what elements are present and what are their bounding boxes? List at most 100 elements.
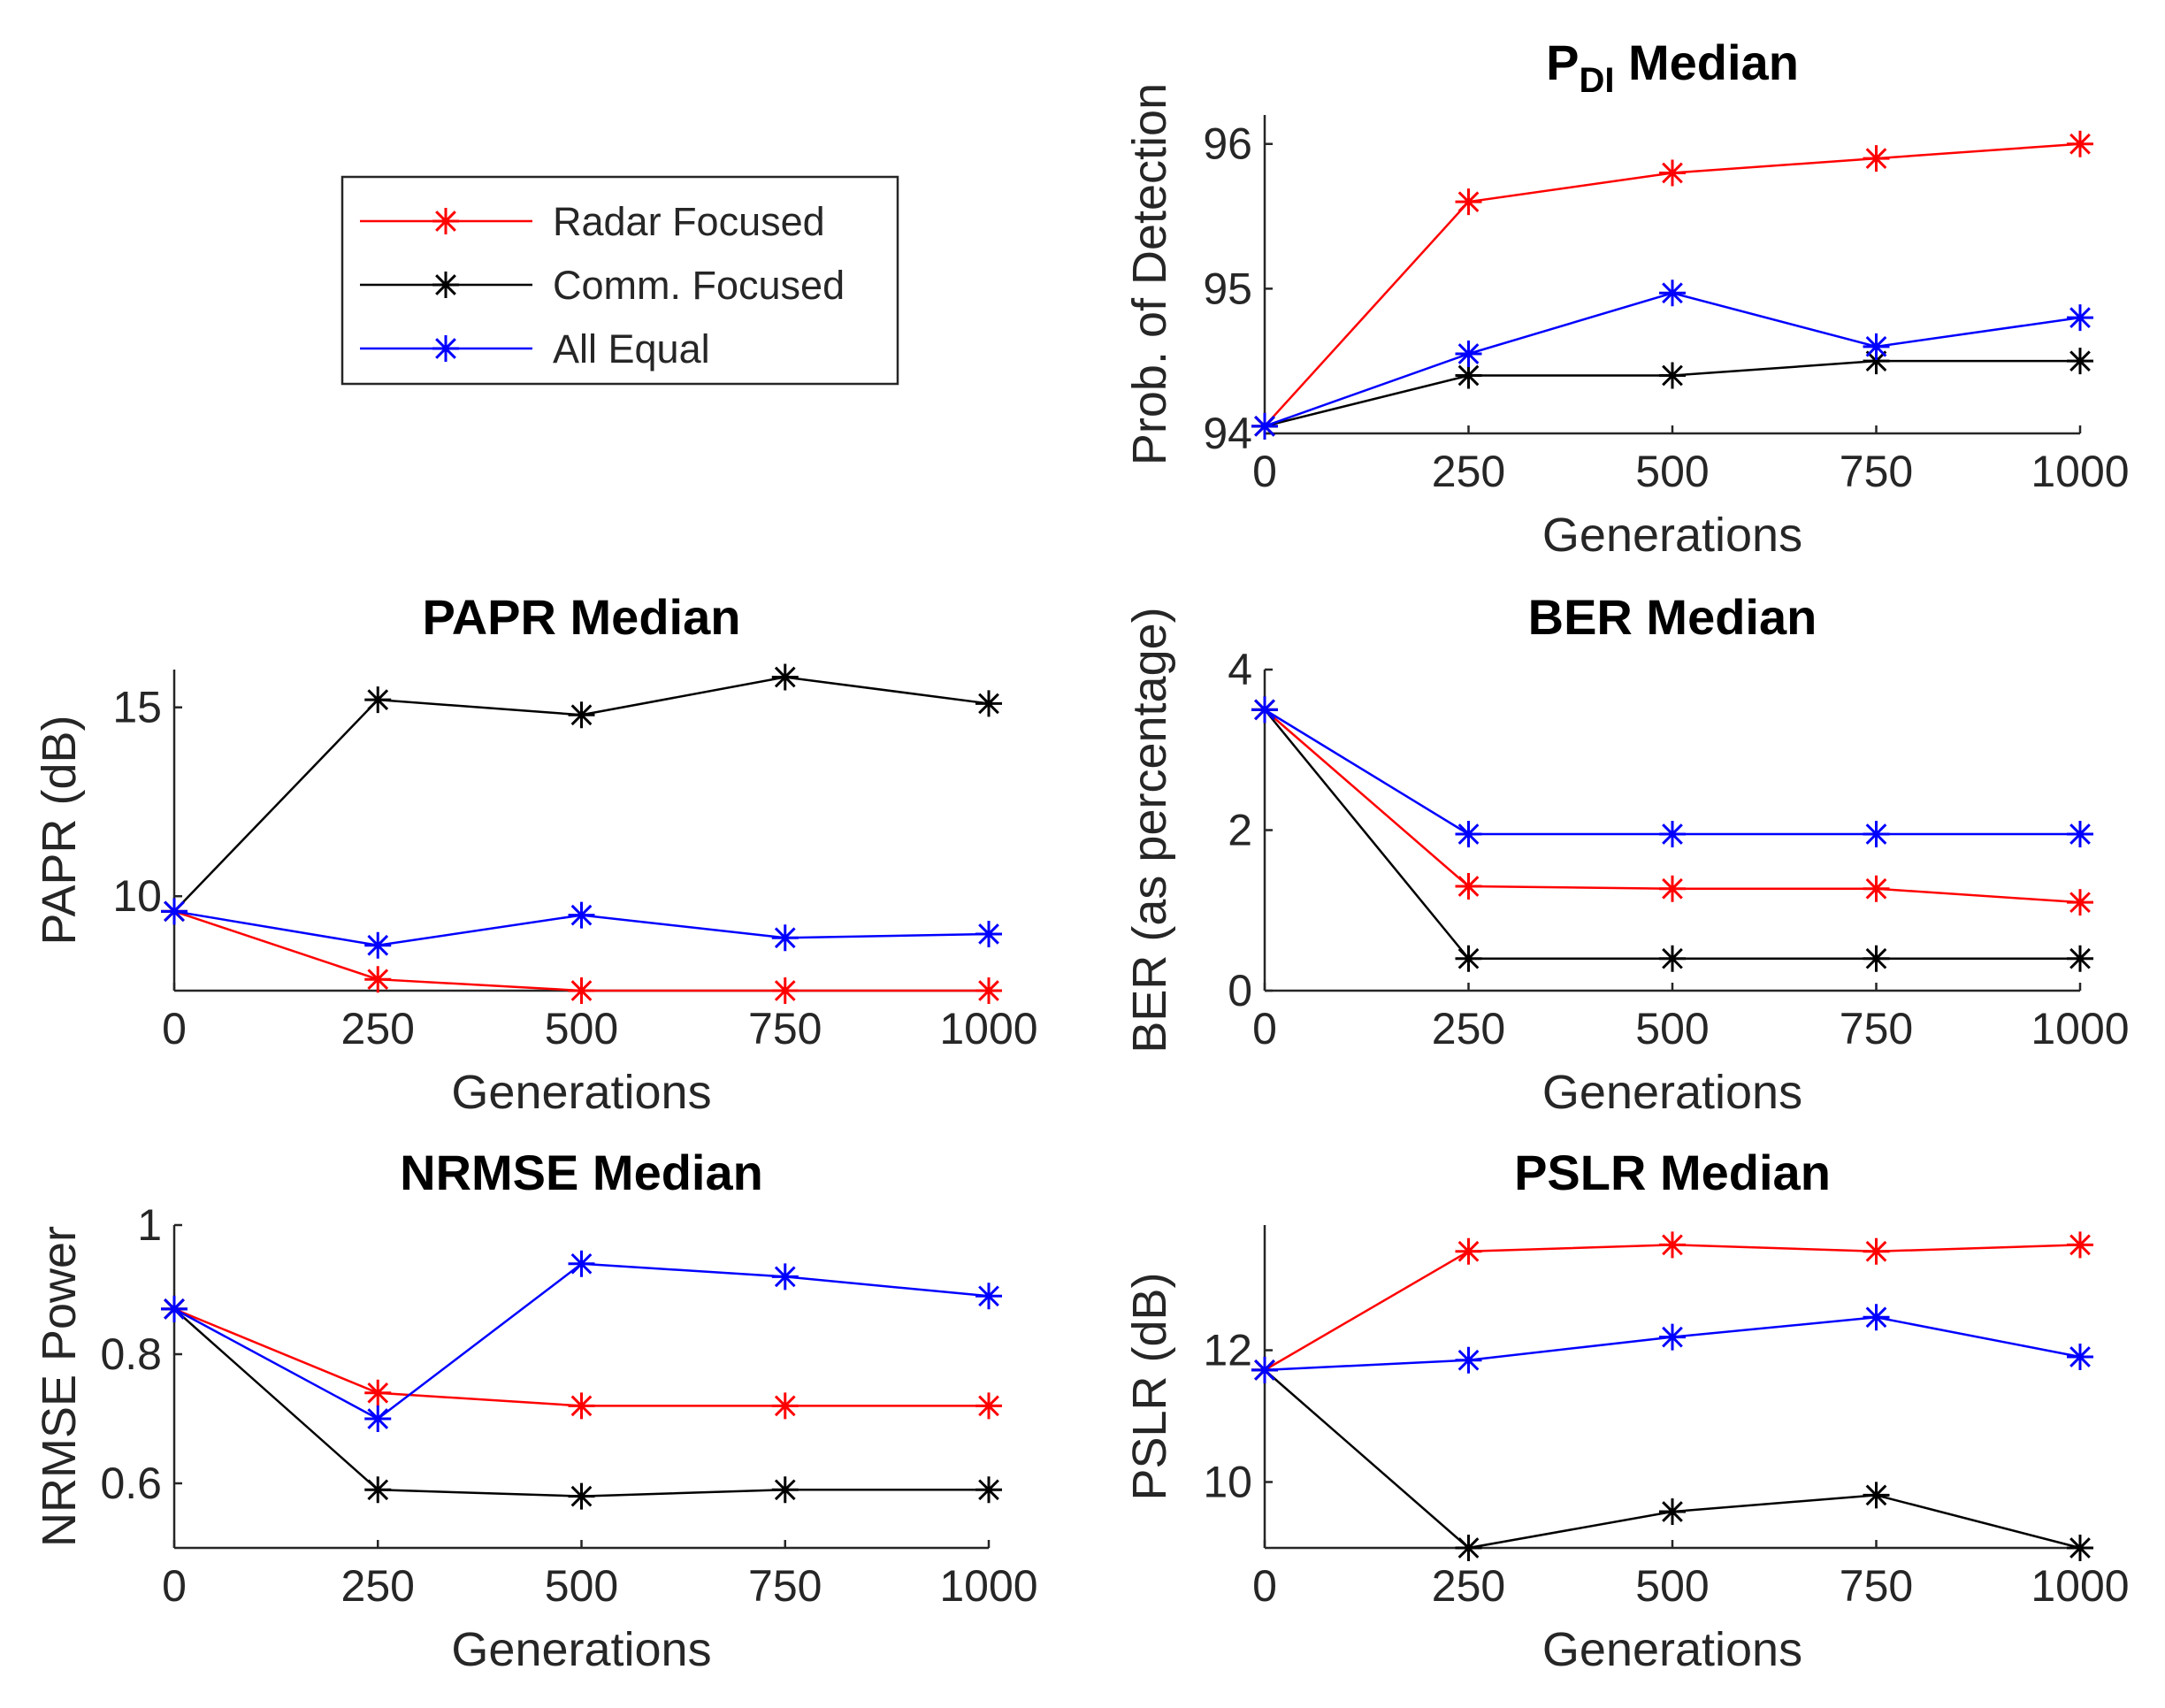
legend-label-comm: Comm. Focused [553,263,845,308]
title-main: P [1546,34,1579,90]
data-point-radar [364,1379,392,1406]
data-point-equal-glyph [1659,1323,1686,1351]
data-point-equal [1659,1323,1686,1351]
data-point-equal [1659,821,1686,848]
data-point-comm-glyph [1659,1498,1686,1526]
data-point-comm-glyph [568,701,595,729]
data-point-equal [1251,1356,1278,1383]
data-point-equal [771,1263,799,1291]
x-tick-label: 750 [1840,1561,1913,1611]
data-point-radar-glyph [771,1392,799,1420]
data-point-radar [975,1392,1002,1420]
data-point-comm [975,1476,1002,1504]
data-point-equal-glyph [1251,412,1278,440]
data-point-equal-glyph [1863,821,1890,848]
data-point-radar-glyph [2067,889,2093,916]
title-rest: Median [1614,34,1798,90]
y-axis-label: NRMSE Power [33,1226,86,1547]
data-point-comm [1455,362,1482,389]
data-point-equal-glyph [364,931,392,959]
data-point-equal [1251,696,1278,724]
legend-marker-equal [432,335,459,362]
series-line-radar [173,1307,989,1407]
data-point-comm [364,1476,392,1504]
data-point-radar [1455,188,1482,216]
x-tick-label: 1000 [939,1004,1037,1053]
data-point-equal-glyph [1455,821,1482,848]
data-point-equal [568,901,595,929]
data-point-comm-glyph [1863,1482,1890,1509]
data-point-radar-glyph [364,1379,392,1406]
data-point-equal-glyph [1863,333,1890,360]
data-point-equal-glyph [1863,1304,1890,1331]
data-point-radar [1863,875,1890,902]
data-point-comm [1455,1535,1482,1561]
legend: Radar Focused Comm. Focused All Equal [340,175,899,386]
data-point-equal-glyph [1251,1356,1278,1383]
data-point-radar [1659,159,1686,187]
data-point-equal-glyph [364,1405,392,1432]
data-point-radar [2067,889,2093,916]
series-line-equal [1264,291,2081,427]
x-tick-label: 0 [1252,447,1277,496]
data-point-equal [2067,821,2093,848]
x-tick-label: 250 [1432,1561,1505,1611]
x-axis-label: Generations [1542,1623,1802,1676]
series-line-radar [1264,708,2081,904]
panel-pdi-median: 0 250 500 750 1000 94 95 96 Generations Prob. of … [1123,34,2130,562]
x-tick-label: 0 [1252,1561,1277,1611]
legend-label-equal: All Equal [553,326,710,371]
data-point-radar-glyph [1863,875,1890,902]
data-point-comm-glyph [771,663,799,691]
data-point-radar [771,1392,799,1420]
data-point-comm-glyph [2067,945,2093,972]
data-point-radar [568,977,595,1004]
data-point-comm-glyph [1455,362,1482,389]
panel-nrmse-median: 0 250 500 750 1000 0.6 0.8 1 Generations NRMSE Po… [33,1145,1038,1676]
legend-marker-comm [432,272,459,298]
data-point-radar [1659,1231,1686,1259]
x-tick-label: 500 [1635,1561,1709,1611]
data-point-comm-glyph [975,690,1002,717]
x-tick-label: 500 [1635,447,1709,496]
x-tick-label: 1000 [939,1561,1037,1611]
data-point-radar-glyph [568,1392,595,1420]
x-tick-label: 500 [545,1561,618,1611]
data-point-radar-glyph [1455,188,1482,216]
x-axis-label: Generations [451,1066,711,1119]
legend-marker-comm-glyph [432,272,459,298]
data-point-comm-glyph [771,1476,799,1504]
chart-title: NRMSE Median [400,1145,763,1200]
x-tick-label: 250 [1432,1004,1505,1053]
data-point-equal [364,931,392,959]
data-point-equal-glyph [568,901,595,929]
data-point-radar [2067,130,2093,157]
x-axis-label: Generations [1542,1066,1802,1119]
data-point-comm [975,690,1002,717]
panel-pslr-median: 0 250 500 750 1000 10 12 Generations PSLR (dB) PS… [1123,1145,2130,1676]
x-tick-label: 250 [1432,447,1505,496]
data-point-comm-glyph [1863,348,1890,375]
x-tick-label: 750 [1840,1004,1913,1053]
data-point-equal-glyph [1659,280,1686,307]
data-point-comm [1863,945,1890,972]
data-point-equal [1455,1346,1482,1374]
x-tick-label: 250 [341,1561,415,1611]
data-point-equal [1455,821,1482,848]
panel-papr-median: 0 250 500 750 1000 10 15 Generations PAPR (dB) PA… [33,589,1038,1119]
data-point-comm-glyph [2067,348,2093,375]
data-point-equal [771,924,799,952]
data-point-equal-glyph [771,1263,799,1291]
data-point-equal [1455,341,1482,367]
chart-title: BER Median [1528,589,1817,645]
data-point-radar-glyph [975,977,1002,1004]
data-point-equal [2067,304,2093,332]
data-point-comm [1863,348,1890,375]
data-point-radar [1863,145,1890,172]
data-point-comm-glyph [364,1476,392,1504]
data-point-radar-glyph [771,977,799,1004]
data-point-comm-glyph [2067,1535,2093,1561]
data-point-equal-glyph [771,924,799,952]
data-point-comm [1659,1498,1686,1526]
y-axis-label: PAPR (dB) [33,715,86,945]
